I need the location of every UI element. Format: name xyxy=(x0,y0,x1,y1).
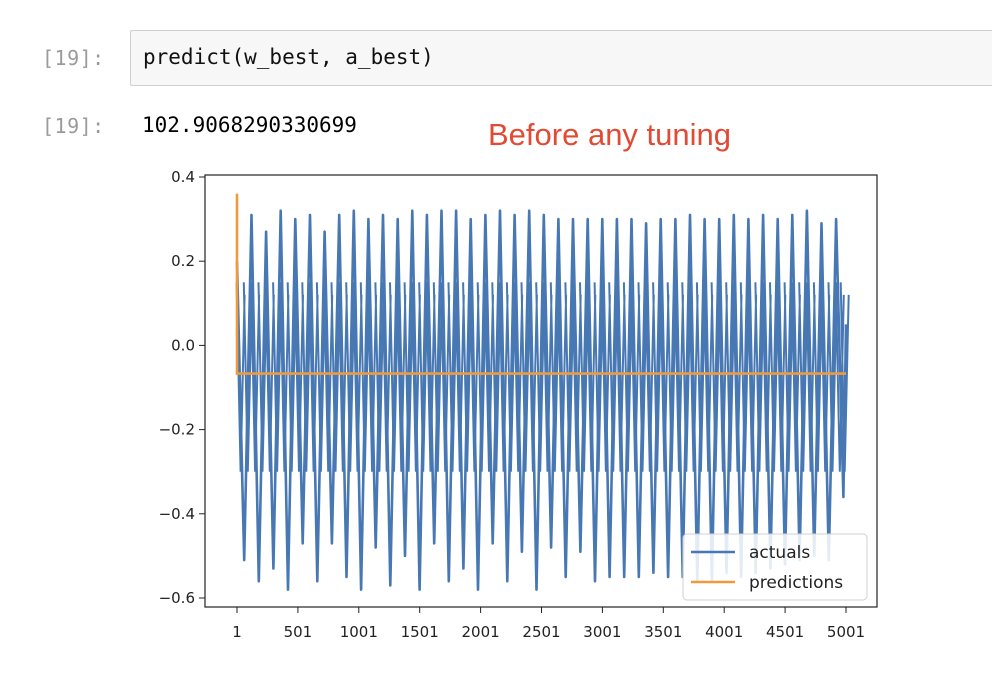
x-tick-label: 501 xyxy=(284,623,313,641)
y-tick-label: 0.4 xyxy=(171,168,195,186)
y-tick-label: −0.2 xyxy=(159,421,195,439)
y-tick-label: −0.6 xyxy=(159,589,195,607)
code-cell-input[interactable]: predict(w_best, a_best) xyxy=(130,30,992,86)
input-prompt: [19]: xyxy=(42,46,105,70)
y-tick-label: 0.0 xyxy=(171,336,195,354)
legend-box xyxy=(682,533,868,601)
output-prompt: [19]: xyxy=(42,114,105,138)
code-text: predict(w_best, a_best) xyxy=(143,45,434,69)
x-tick-label: 5001 xyxy=(827,623,865,641)
x-tick-label: 1501 xyxy=(401,623,439,641)
x-tick-label: 2001 xyxy=(462,623,500,641)
x-tick-label: 1 xyxy=(232,623,242,641)
chart-legend: actuals predictions xyxy=(682,533,868,601)
y-tick-label: −0.4 xyxy=(159,505,195,523)
x-tick-label: 4501 xyxy=(766,623,804,641)
legend-label: actuals xyxy=(749,543,810,563)
x-tick-label: 3001 xyxy=(583,623,621,641)
annotation-text: Before any tuning xyxy=(488,117,732,152)
x-tick-label: 1001 xyxy=(340,623,378,641)
x-tick-label: 3501 xyxy=(644,623,682,641)
x-tick-label: 2501 xyxy=(522,623,560,641)
y-tick-label: 0.2 xyxy=(171,252,195,270)
series-predictions-line xyxy=(235,193,846,375)
series-actuals-line xyxy=(235,209,848,591)
series-actuals-detail xyxy=(235,282,850,472)
legend-label: predictions xyxy=(749,573,843,593)
x-tick-label: 4001 xyxy=(705,623,743,641)
output-value: 102.9068290330699 xyxy=(142,113,357,137)
